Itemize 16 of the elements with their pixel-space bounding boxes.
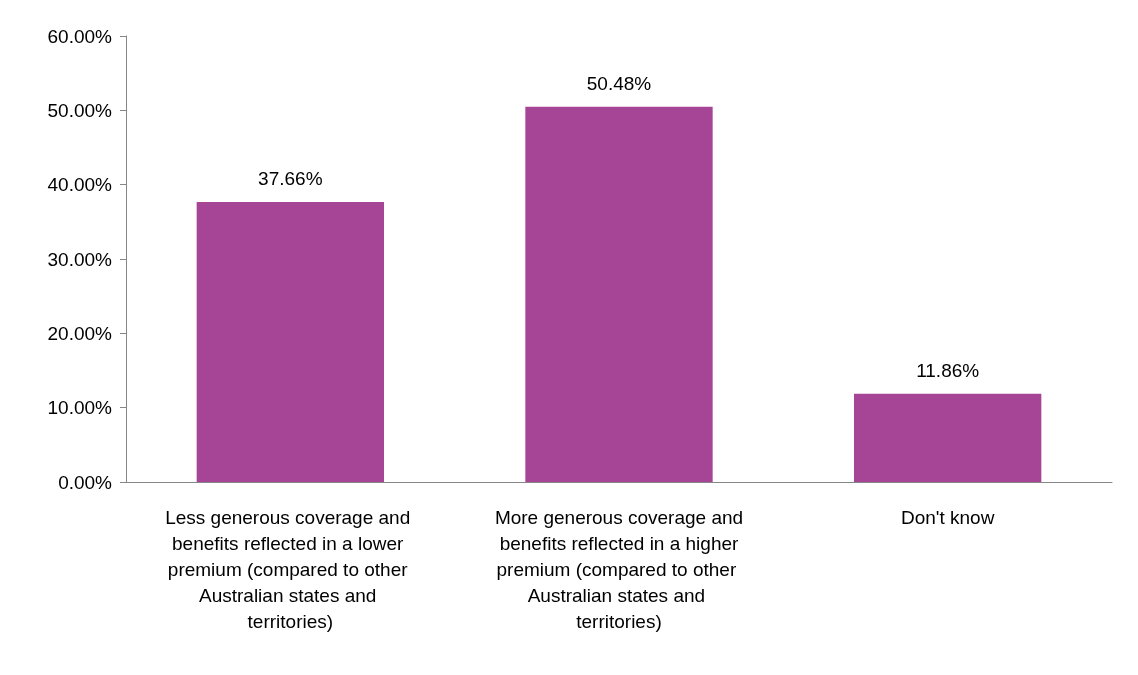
data-label: 11.86% [916, 359, 980, 381]
x-tick-label: Less generous coverage and benefits reflected in a lower premium (compared to other Australian states and territories) [165, 506, 416, 632]
x-tick-label: Don't know [900, 506, 995, 528]
y-tick-label: 60.00% [47, 25, 113, 47]
x-tick-label: More generous coverage and benefits reflected in a higher premium (compared to other Australian states and territories) [494, 506, 744, 632]
y-tick-label: 30.00% [47, 248, 113, 270]
data-label: 50.48% [586, 72, 652, 94]
data-label: 37.66% [258, 168, 323, 190]
y-tick-label: 0.00% [58, 471, 113, 493]
y-tick-label: 20.00% [47, 322, 113, 344]
y-tick-label: 50.00% [47, 99, 113, 121]
y-tick-label: 40.00% [47, 174, 113, 196]
bar [525, 106, 713, 482]
bar [854, 393, 1042, 482]
bar [196, 202, 384, 482]
y-tick-label: 10.00% [47, 397, 113, 419]
